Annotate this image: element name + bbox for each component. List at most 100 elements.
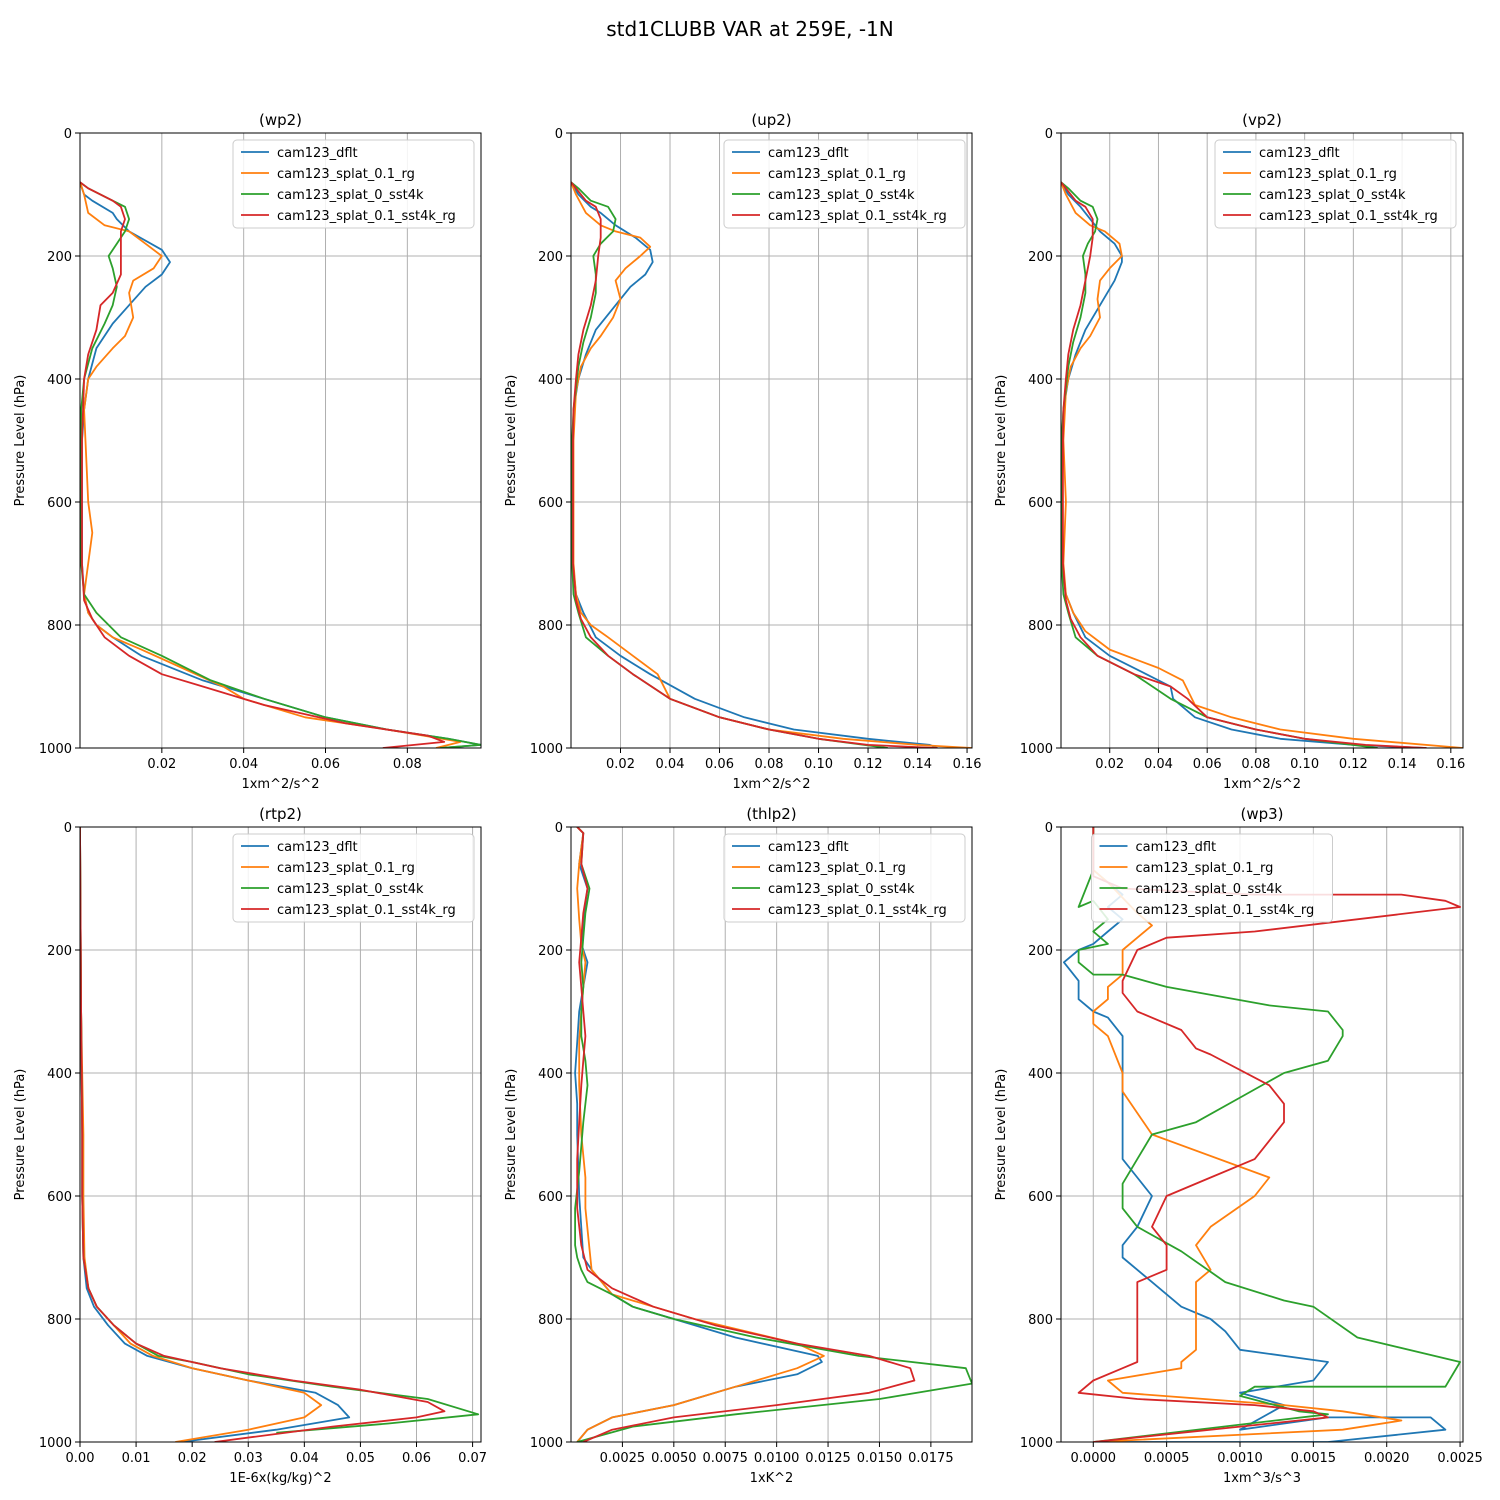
axes-frame: [1060, 132, 1464, 749]
x-tick-label: 0.14: [903, 757, 932, 772]
x-tick-label: 0.06: [402, 1451, 431, 1466]
x-tick-label: 0.06: [1193, 757, 1222, 772]
y-tick-label: 1000: [1020, 742, 1053, 757]
y-axis-label: Pressure Level (hPa): [504, 1069, 519, 1201]
axes-frame: [79, 826, 482, 1443]
legend: cam123_dflt cam123_splat_0.1_rg cam123_spl…: [232, 139, 475, 229]
series-line-4: [576, 827, 916, 1442]
series-group: [571, 181, 972, 748]
y-tick-label: 0: [1045, 127, 1053, 142]
x-tick-label: 0.0075: [702, 1451, 748, 1466]
axes-frame: [570, 826, 973, 1443]
x-tick-label: 0.06: [705, 757, 734, 772]
legend-box: [723, 833, 966, 923]
x-tick-label: 0.03: [234, 1451, 263, 1466]
y-axis-label: Pressure Level (hPa): [13, 1069, 28, 1201]
chart-panel-6: 0.0000 0.0005 0.0010 0.0015 0.0020 0.0025 0 200…: [994, 805, 1483, 1486]
y-tick-label: 800: [1028, 619, 1053, 634]
chart-panel-4: 0.00 0.01 0.02 0.03 0.04 0.05 0.06 0.07 0 200 400 6…: [13, 805, 487, 1486]
x-tick-label: 0.0150: [857, 1451, 903, 1466]
chart-panel-2: 0.02 0.04 0.06 0.08 0.10 0.12 0.14 0.16 0 200 400 6…: [504, 111, 982, 792]
x-tick-label: 0.14: [1388, 757, 1417, 772]
legend-label-1: cam123_dflt: [277, 840, 358, 855]
x-axis-label: 1xK^2: [750, 1471, 794, 1486]
series-group: [574, 827, 972, 1442]
y-tick-label: 400: [538, 1067, 563, 1082]
axes-frame: [570, 132, 973, 749]
x-tick-label: 0.04: [290, 1451, 319, 1466]
x-tick-label: 0.00: [66, 1451, 95, 1466]
x-tick-label: 0.08: [393, 757, 422, 772]
x-tick-label: 0.02: [606, 757, 635, 772]
chart-title: (up2): [751, 111, 791, 129]
legend-box: [1091, 833, 1333, 923]
x-tick-label: 0.0000: [1071, 1451, 1117, 1466]
legend-box: [232, 833, 475, 923]
legend-label-2: cam123_splat_0.1_rg: [1259, 167, 1397, 182]
series-group: [80, 827, 480, 1442]
figure-title: std1CLUBB VAR at 259E, -1N: [606, 17, 893, 41]
y-tick-label: 800: [538, 1313, 563, 1328]
y-tick-label: 1000: [1020, 1436, 1053, 1451]
series-line-4: [1061, 181, 1427, 748]
chart-panel-5: 0.0025 0.0050 0.0075 0.0100 0.0125 0.0150 0.01…: [504, 805, 973, 1486]
chart-title: (thlp2): [746, 805, 796, 823]
legend-label-3: cam123_splat_0_sst4k: [1136, 882, 1283, 897]
x-tick-label: 0.05: [346, 1451, 375, 1466]
legend-box: [1214, 139, 1457, 229]
legend-label-3: cam123_splat_0_sst4k: [768, 882, 915, 897]
legend: cam123_dflt cam123_splat_0.1_rg cam123_spl…: [723, 139, 966, 229]
y-tick-label: 0: [555, 127, 563, 142]
y-tick-label: 400: [47, 373, 72, 388]
y-axis-label: Pressure Level (hPa): [504, 375, 519, 507]
chart-title: (wp3): [1240, 805, 1283, 823]
series-line-1: [1063, 827, 1447, 1442]
x-tick-label: 0.12: [854, 757, 883, 772]
y-tick-label: 400: [47, 1067, 72, 1082]
legend-label-2: cam123_splat_0.1_rg: [277, 167, 415, 182]
x-tick-label: 0.12: [1339, 757, 1368, 772]
y-axis-label: Pressure Level (hPa): [994, 375, 1009, 507]
y-tick-label: 1000: [530, 742, 563, 757]
y-tick-label: 800: [538, 619, 563, 634]
legend-label-3: cam123_splat_0_sst4k: [1259, 188, 1406, 203]
y-tick-label: 400: [538, 373, 563, 388]
y-tick-label: 200: [538, 250, 563, 265]
x-tick-label: 0.07: [458, 1451, 487, 1466]
x-tick-label: 0.02: [1095, 757, 1124, 772]
legend-label-4: cam123_splat_0.1_sst4k_rg: [1136, 903, 1315, 918]
chart-panel-3: 0.02 0.04 0.06 0.08 0.10 0.12 0.14 0.16 0 200 400 6…: [994, 111, 1465, 792]
legend-box: [723, 139, 966, 229]
y-axis-label: Pressure Level (hPa): [994, 1069, 1009, 1201]
legend-label-1: cam123_dflt: [1259, 146, 1340, 161]
y-tick-label: 200: [538, 944, 563, 959]
series-line-2: [80, 827, 323, 1442]
x-tick-label: 0.04: [1144, 757, 1173, 772]
legend-label-4: cam123_splat_0.1_sst4k_rg: [768, 903, 947, 918]
y-tick-label: 800: [47, 1313, 72, 1328]
y-tick-label: 1000: [39, 1436, 72, 1451]
legend-label-3: cam123_splat_0_sst4k: [277, 882, 424, 897]
series-line-4: [571, 181, 938, 748]
x-axis-label: 1xm^3/s^3: [1223, 1471, 1301, 1486]
x-tick-label: 0.0050: [651, 1451, 697, 1466]
chart-panel-1: 0.02 0.04 0.06 0.08 0 200 400 600 800 1000 (wp2) 1x…: [13, 111, 482, 792]
y-tick-label: 0: [555, 821, 563, 836]
x-tick-label: 0.0175: [908, 1451, 954, 1466]
legend-label-2: cam123_splat_0.1_rg: [1136, 861, 1274, 876]
x-tick-label: 0.04: [229, 757, 258, 772]
chart-title: (wp2): [259, 111, 302, 129]
series-line-4: [1077, 827, 1461, 1442]
y-tick-label: 600: [538, 496, 563, 511]
chart-title: (vp2): [1242, 111, 1282, 129]
x-tick-label: 0.0025: [600, 1451, 646, 1466]
series-group: [1063, 827, 1461, 1442]
y-tick-label: 200: [47, 250, 72, 265]
y-tick-label: 600: [47, 1190, 72, 1205]
legend-label-4: cam123_splat_0.1_sst4k_rg: [277, 903, 456, 918]
series-line-4: [80, 181, 446, 748]
series-group: [1061, 181, 1463, 748]
legend-label-2: cam123_splat_0.1_rg: [768, 167, 906, 182]
axes-frame: [79, 132, 482, 749]
legend-label-1: cam123_dflt: [768, 146, 849, 161]
